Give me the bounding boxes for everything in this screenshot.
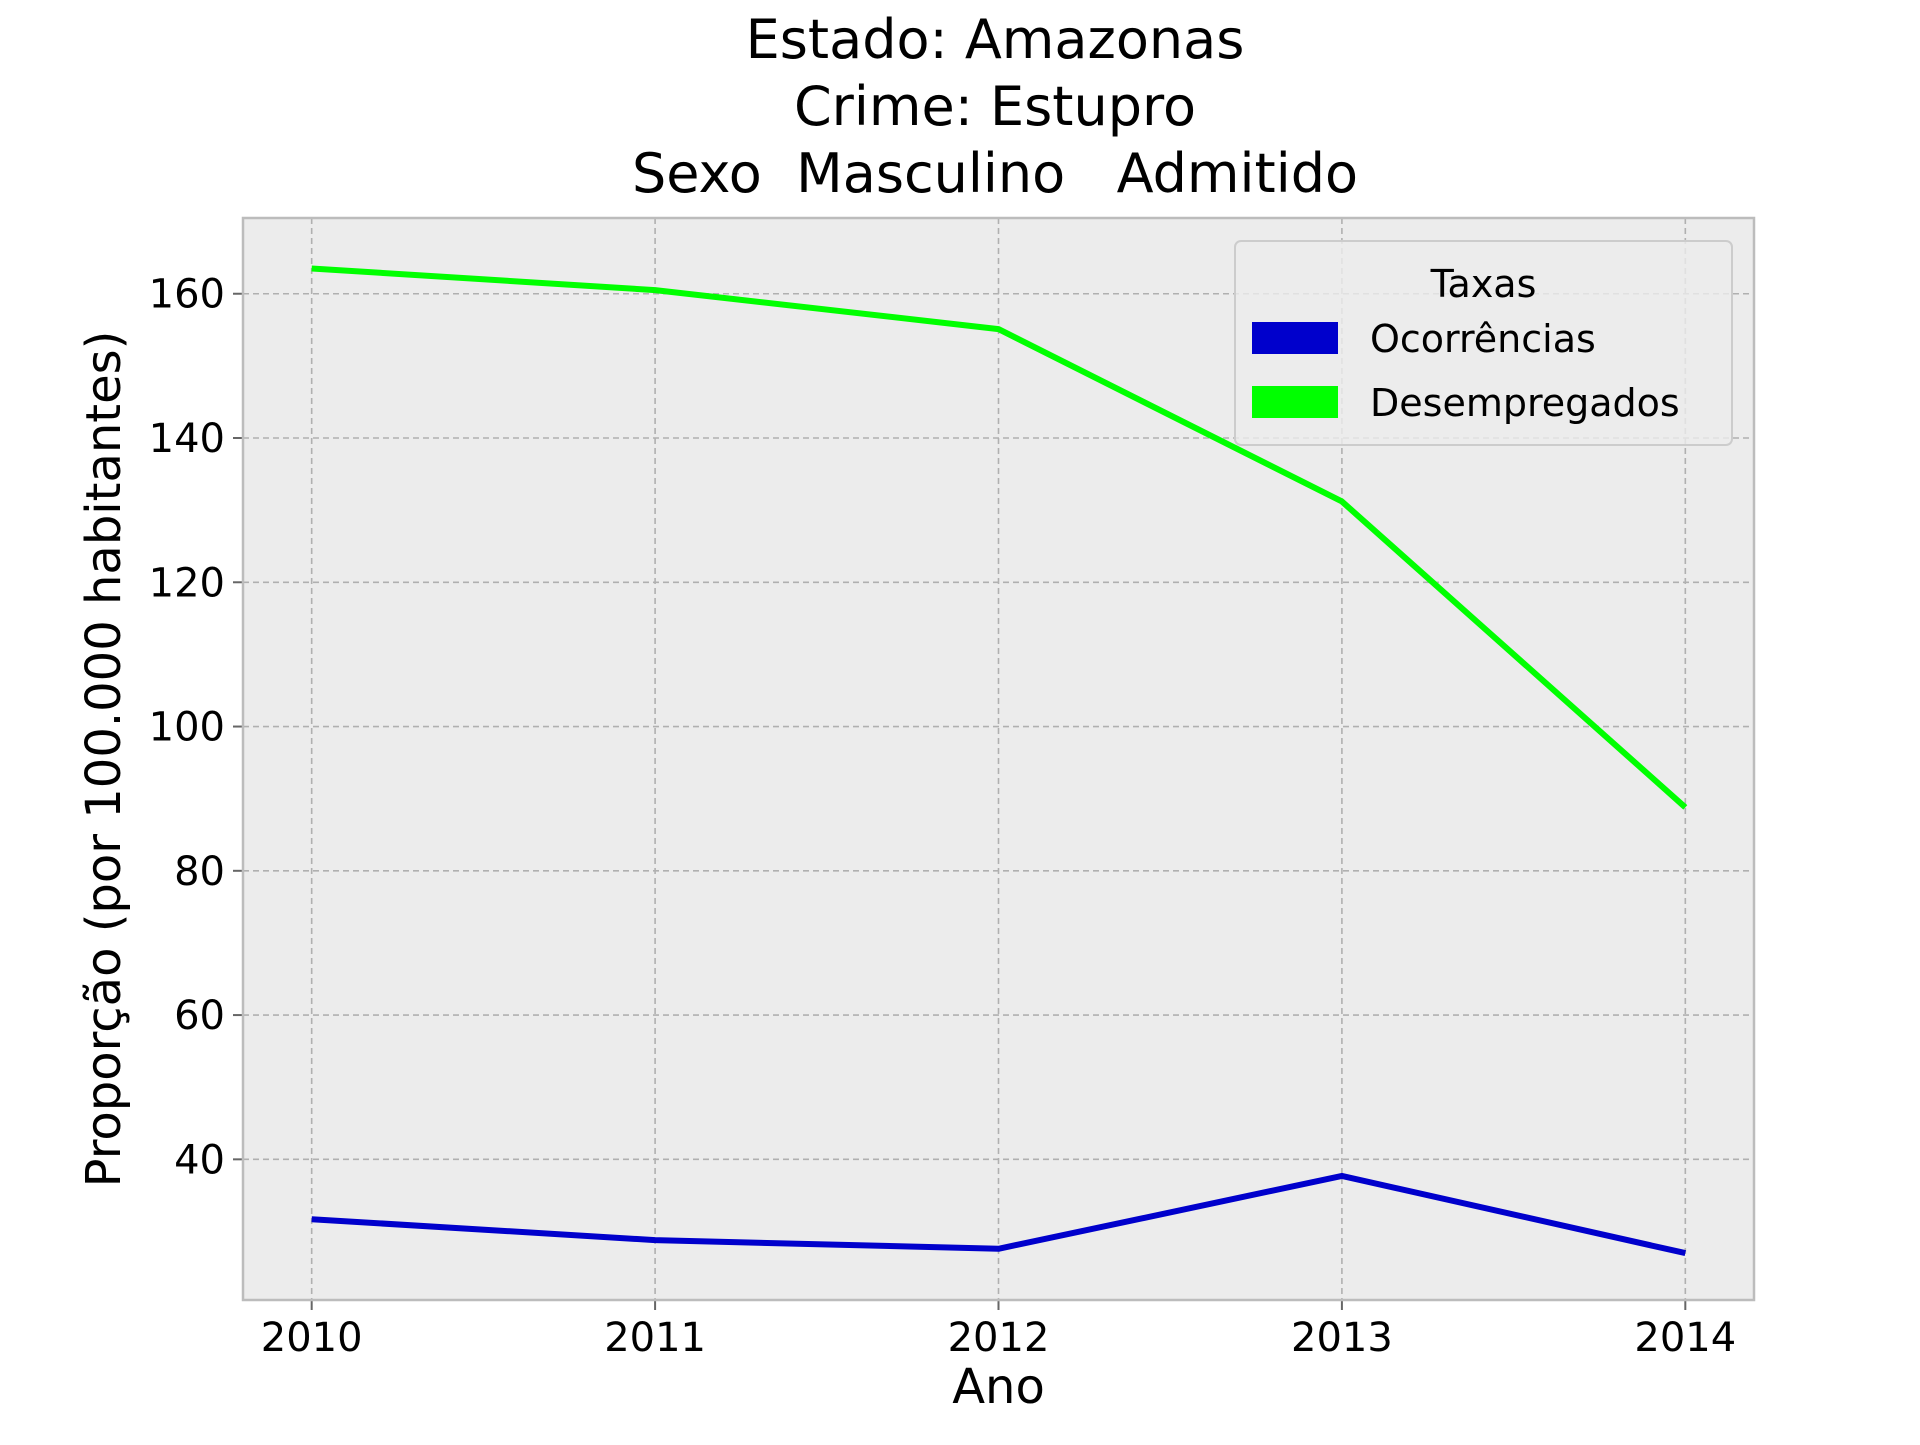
legend-label: Ocorrências (1370, 317, 1596, 361)
y-tick-label: 100 (149, 705, 225, 751)
y-tick-label: 160 (149, 272, 225, 318)
legend-label: Desempregados (1370, 381, 1680, 425)
chart-title-line-1: Estado: Amazonas (746, 8, 1245, 71)
legend: Taxas Ocorrências Desempregados (1235, 241, 1732, 445)
legend-swatch (1252, 386, 1338, 418)
x-tick-label: 2014 (1634, 1315, 1736, 1361)
chart-title: Estado: Amazonas Crime: Estupro Sexo Mas… (632, 8, 1358, 205)
y-tick-label: 80 (174, 849, 225, 895)
y-tick-label: 40 (174, 1137, 225, 1183)
y-tick-label: 140 (149, 416, 225, 462)
y-axis-label: Proporção (por 100.000 habitantes) (76, 331, 132, 1188)
x-tick-label: 2012 (948, 1315, 1050, 1361)
legend-title: Taxas (1430, 262, 1537, 306)
chart-title-line-3: Sexo Masculino Admitido (632, 142, 1358, 205)
x-tick-label: 2011 (604, 1315, 706, 1361)
y-tick-label: 120 (149, 560, 225, 606)
x-tick-label: 2010 (261, 1315, 363, 1361)
x-axis-label: Ano (952, 1359, 1045, 1415)
legend-swatch (1252, 322, 1338, 354)
y-tick-label: 60 (174, 993, 225, 1039)
chart-title-line-2: Crime: Estupro (794, 75, 1196, 138)
x-tick-label: 2013 (1291, 1315, 1393, 1361)
